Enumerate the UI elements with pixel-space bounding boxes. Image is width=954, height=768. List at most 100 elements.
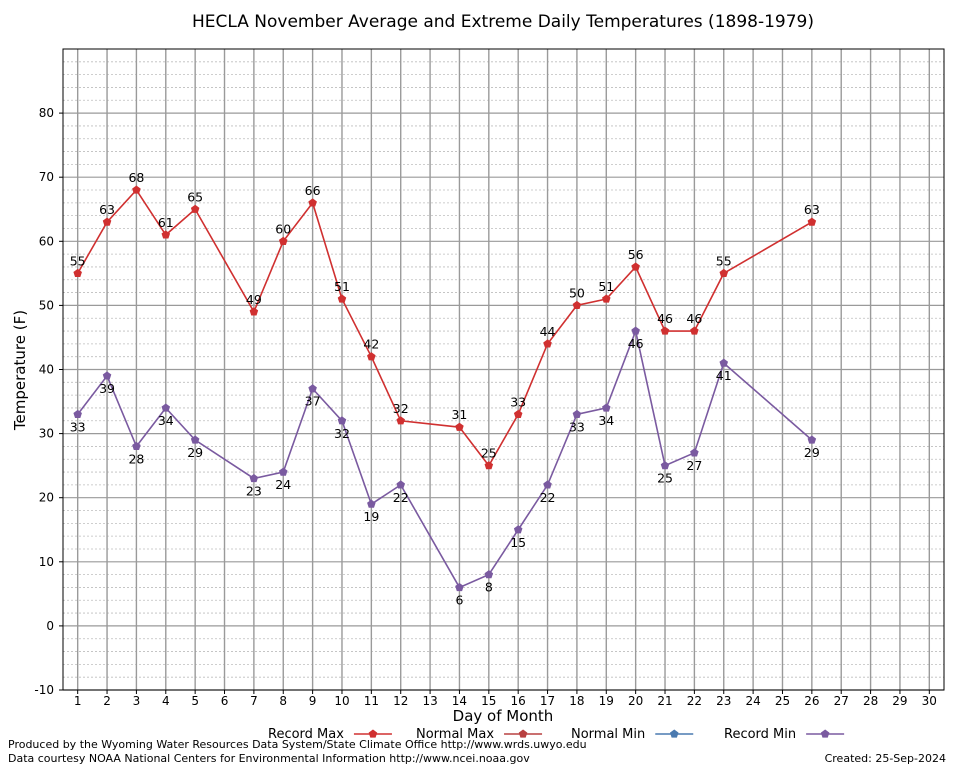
record-min-point (102, 371, 112, 380)
record-max-point (572, 300, 582, 310)
x-tick-label: 11 (364, 694, 379, 708)
record-max-data-label: 42 (363, 337, 379, 352)
series-layer (73, 185, 817, 592)
record-min-point (484, 570, 494, 579)
record-min-point (807, 435, 817, 444)
x-tick-label: 25 (775, 694, 790, 708)
record-min-data-label: 33 (569, 419, 585, 434)
x-tick-label: 13 (422, 694, 437, 708)
x-tick-label: 30 (922, 694, 937, 708)
footer-data-courtesy: Data courtesy NOAA National Centers for … (8, 752, 530, 765)
record-min-data-label: 29 (804, 445, 820, 460)
record-max-data-label: 66 (305, 183, 321, 198)
x-tick-label: 23 (716, 694, 731, 708)
record-min-data-label: 29 (187, 445, 203, 460)
record-min-point (308, 384, 317, 393)
record-min-point (690, 448, 699, 457)
x-tick-label: 5 (191, 694, 199, 708)
record-max-data-label: 44 (540, 324, 556, 339)
record-min-data-label: 46 (628, 336, 644, 351)
y-tick-label: 50 (39, 298, 54, 312)
record-max-data-label: 49 (246, 292, 262, 307)
record-min-data-label: 25 (657, 471, 673, 486)
record-max-data-label: 46 (686, 311, 702, 326)
record-max-point (484, 461, 494, 470)
record-max-point (161, 230, 171, 239)
record-max-data-label: 51 (334, 279, 350, 294)
record-min-data-label: 22 (540, 490, 556, 505)
record-min-point (73, 409, 82, 419)
record-max-data-label: 56 (628, 247, 644, 262)
record-max-point (660, 326, 670, 335)
record-max-point (455, 422, 464, 431)
record-max-data-label: 60 (275, 221, 291, 236)
legend-marker-normal-max (518, 729, 528, 738)
record-min-data-label: 23 (246, 483, 262, 498)
record-max-data-label: 63 (99, 202, 115, 217)
footer-produced-by: Produced by the Wyoming Water Resources … (8, 738, 587, 751)
record-min-data-label: 34 (158, 413, 174, 428)
x-tick-label: 18 (569, 694, 584, 708)
record-min-data-label: 41 (716, 368, 732, 383)
record-max-point (719, 268, 729, 277)
record-max-point (543, 339, 552, 348)
legend-label-normal-max: Normal Max (416, 727, 494, 742)
y-tick-label: 10 (39, 555, 54, 569)
x-tick-label: 3 (133, 694, 141, 708)
record-max-point (807, 217, 817, 226)
record-max-point (602, 294, 611, 303)
y-axis-title: Temperature (F) (11, 310, 29, 431)
x-tick-label: 10 (334, 694, 349, 708)
record-min-point (513, 525, 523, 534)
record-max-data-label: 33 (510, 394, 526, 409)
x-tick-label: 4 (162, 694, 170, 708)
y-tick-label: 70 (39, 170, 54, 184)
record-min-point (455, 582, 464, 592)
record-min-line (77, 328, 813, 589)
legend-marker-record-min (820, 729, 830, 738)
record-min-data-label: 22 (393, 490, 409, 505)
record-min-point (602, 403, 611, 412)
x-tick-label: 9 (309, 694, 317, 708)
record-min-point (543, 480, 552, 489)
record-max-data-label: 63 (804, 202, 820, 217)
x-tick-label: 17 (540, 694, 555, 708)
x-tick-label: 24 (745, 694, 760, 708)
x-tick-label: 29 (892, 694, 907, 708)
record-max-point (690, 326, 699, 335)
chart-title: HECLA November Average and Extreme Daily… (192, 12, 814, 32)
record-max-point (73, 268, 82, 277)
record-min-data-label: 27 (686, 458, 702, 473)
y-tick-label: 80 (39, 106, 54, 120)
record-min-point (161, 403, 171, 412)
x-tick-label: 8 (279, 694, 287, 708)
record-min-point (190, 435, 200, 444)
record-min-point (396, 480, 405, 489)
record-max-data-label: 31 (451, 407, 467, 422)
x-tick-label: 6 (221, 694, 229, 708)
record-max-point (132, 185, 141, 194)
record-min-data-label: 32 (334, 426, 350, 441)
x-tick-label: 26 (804, 694, 819, 708)
y-tick-label: 30 (39, 427, 54, 441)
x-tick-label: 16 (511, 694, 526, 708)
legend: Record Max Normal Max Normal Min Record Min (268, 727, 845, 742)
x-tick-label: 20 (628, 694, 643, 708)
record-max-point (278, 236, 288, 245)
record-min-point (631, 326, 640, 335)
record-min-point (572, 409, 582, 419)
record-min-data-label: 37 (305, 394, 321, 409)
footer-created-date: Created: 25-Sep-2024 (825, 752, 946, 765)
record-min-data-label: 33 (70, 419, 86, 434)
record-min-point (278, 467, 288, 476)
x-tick-label: 2 (103, 694, 111, 708)
record-min-data-label: 6 (455, 592, 463, 607)
record-max-data-label: 68 (128, 170, 144, 185)
x-tick-label: 7 (250, 694, 258, 708)
record-min-point (132, 441, 141, 451)
x-tick-label: 22 (687, 694, 702, 708)
record-max-data-label: 46 (657, 311, 673, 326)
